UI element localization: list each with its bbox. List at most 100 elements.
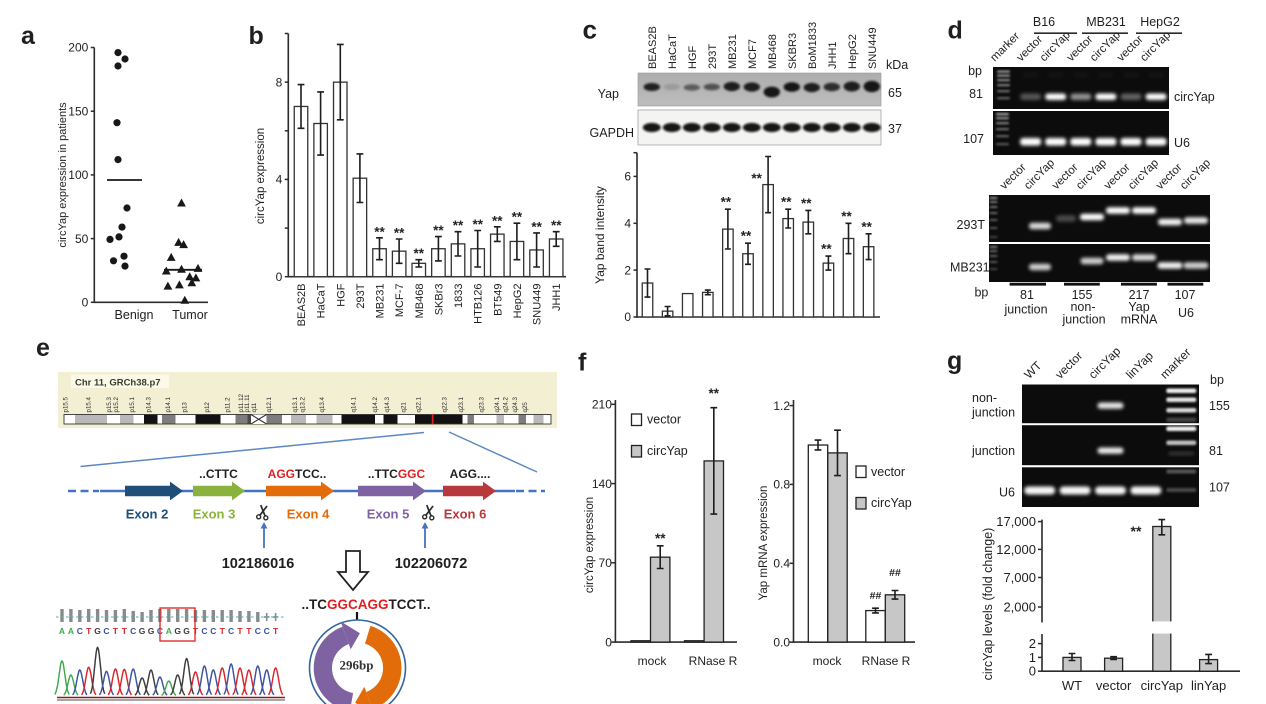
svg-text:HGF: HGF	[335, 283, 347, 307]
svg-text:0.4: 0.4	[773, 557, 790, 571]
svg-text:A: A	[166, 626, 172, 636]
svg-text:q22.3: q22.3	[442, 396, 449, 412]
svg-text:HaCaT: HaCaT	[667, 34, 679, 69]
svg-text:HepG2: HepG2	[1140, 15, 1180, 29]
svg-text:circYap: circYap	[871, 496, 912, 510]
svg-text:**: **	[394, 226, 405, 241]
svg-text:U6: U6	[999, 486, 1015, 500]
svg-text:0.0: 0.0	[773, 635, 790, 649]
svg-text:BoM1833: BoM1833	[807, 22, 819, 69]
svg-text:Exon 6: Exon 6	[444, 507, 487, 522]
svg-text:T: T	[237, 626, 243, 636]
svg-text:81: 81	[1209, 444, 1223, 458]
svg-text:**: **	[841, 209, 852, 224]
svg-text:BT549: BT549	[492, 284, 504, 316]
svg-text:circYap: circYap	[1174, 90, 1215, 104]
svg-text:107: 107	[1175, 288, 1196, 302]
svg-text:circYap: circYap	[1138, 29, 1173, 64]
svg-text:junction: junction	[1061, 313, 1105, 327]
svg-text:bp: bp	[1210, 373, 1224, 387]
svg-text:MB231: MB231	[1086, 15, 1126, 29]
svg-text:102206072: 102206072	[395, 556, 468, 572]
svg-text:vector: vector	[871, 465, 905, 479]
svg-text:q23.3: q23.3	[479, 396, 486, 412]
svg-text:81: 81	[969, 87, 983, 101]
svg-text:##: ##	[870, 590, 882, 602]
svg-text:JHH1: JHH1	[551, 284, 563, 312]
svg-text:G: G	[174, 626, 181, 636]
svg-text:A: A	[68, 626, 74, 636]
svg-text:circYap: circYap	[647, 444, 688, 458]
svg-text:q24.1: q24.1	[494, 396, 501, 412]
svg-text:2: 2	[624, 263, 631, 277]
svg-text:A: A	[59, 626, 65, 636]
svg-text:217: 217	[1129, 288, 1150, 302]
svg-text:**: **	[551, 218, 562, 233]
svg-text:junction: junction	[971, 406, 1015, 420]
svg-text:293T: 293T	[355, 283, 367, 308]
svg-text:C: C	[103, 626, 109, 636]
svg-text:**: **	[492, 213, 503, 228]
svg-text:50: 50	[75, 232, 89, 246]
svg-text:MCF7: MCF7	[747, 39, 759, 69]
svg-text:0: 0	[624, 310, 631, 324]
svg-text:Yap: Yap	[1128, 300, 1149, 314]
svg-text:Yap mRNA expression: Yap mRNA expression	[758, 486, 770, 601]
svg-text:HTB126: HTB126	[473, 284, 485, 324]
svg-text:SNU449: SNU449	[532, 284, 544, 326]
svg-text:..TTCGGC: ..TTCGGC	[368, 467, 426, 481]
svg-text:**: **	[801, 196, 812, 211]
svg-text:q13.4: q13.4	[319, 396, 326, 412]
svg-text:T: T	[220, 626, 226, 636]
svg-text:AGG....: AGG....	[450, 467, 491, 481]
svg-text:4: 4	[624, 217, 631, 231]
svg-text:MB231: MB231	[950, 261, 990, 275]
svg-text:**: **	[531, 219, 542, 234]
svg-text:T: T	[86, 626, 92, 636]
svg-text:**: **	[751, 171, 762, 186]
svg-text:C: C	[77, 626, 83, 636]
svg-text:C: C	[201, 626, 207, 636]
svg-text:p15.1: p15.1	[129, 396, 136, 412]
svg-text:p15.5: p15.5	[63, 396, 70, 412]
svg-text:T: T	[273, 626, 279, 636]
svg-text:p11.2: p11.2	[224, 397, 231, 413]
svg-text:SKBR3: SKBR3	[787, 33, 799, 69]
svg-text:..CTTC: ..CTTC	[199, 467, 238, 481]
svg-text:q14.2: q14.2	[372, 396, 379, 412]
svg-text:**: **	[414, 246, 425, 261]
svg-text:circYap: circYap	[1141, 678, 1183, 693]
svg-text:7,000: 7,000	[1003, 570, 1036, 585]
svg-text:GAPDH: GAPDH	[590, 126, 634, 140]
svg-text:**: **	[821, 242, 832, 257]
svg-text:RNase R: RNase R	[862, 654, 911, 668]
svg-text:p14.3: p14.3	[146, 396, 153, 412]
svg-text:**: **	[453, 218, 464, 233]
svg-text:17,000: 17,000	[996, 514, 1036, 529]
svg-text:0: 0	[82, 296, 89, 310]
svg-text:f: f	[578, 349, 587, 377]
svg-text:q13.2: q13.2	[299, 396, 306, 412]
svg-text:**: **	[655, 531, 666, 546]
svg-text:q21: q21	[400, 402, 407, 413]
svg-text:**: **	[374, 224, 385, 239]
svg-text:12,000: 12,000	[996, 542, 1036, 557]
svg-text:SNU449: SNU449	[867, 27, 879, 69]
svg-text:HepG2: HepG2	[847, 34, 859, 69]
svg-text:1.2: 1.2	[773, 399, 790, 413]
svg-text:**: **	[709, 386, 720, 401]
svg-text:150: 150	[68, 104, 88, 118]
svg-text:100: 100	[68, 168, 88, 182]
svg-text:circYap expression: circYap expression	[255, 128, 267, 224]
svg-text:q12.1: q12.1	[266, 396, 273, 412]
svg-text:b: b	[249, 22, 264, 50]
svg-text:a: a	[21, 22, 36, 50]
svg-text:Exon 2: Exon 2	[126, 507, 169, 522]
svg-text:p11.12: p11.12	[238, 393, 245, 412]
svg-text:p13: p13	[182, 402, 189, 413]
svg-text:q11: q11	[251, 402, 258, 412]
svg-text:Exon 4: Exon 4	[287, 507, 330, 522]
svg-text:81: 81	[1020, 288, 1034, 302]
svg-text:vector: vector	[1052, 349, 1085, 382]
svg-text:bp: bp	[974, 286, 988, 300]
